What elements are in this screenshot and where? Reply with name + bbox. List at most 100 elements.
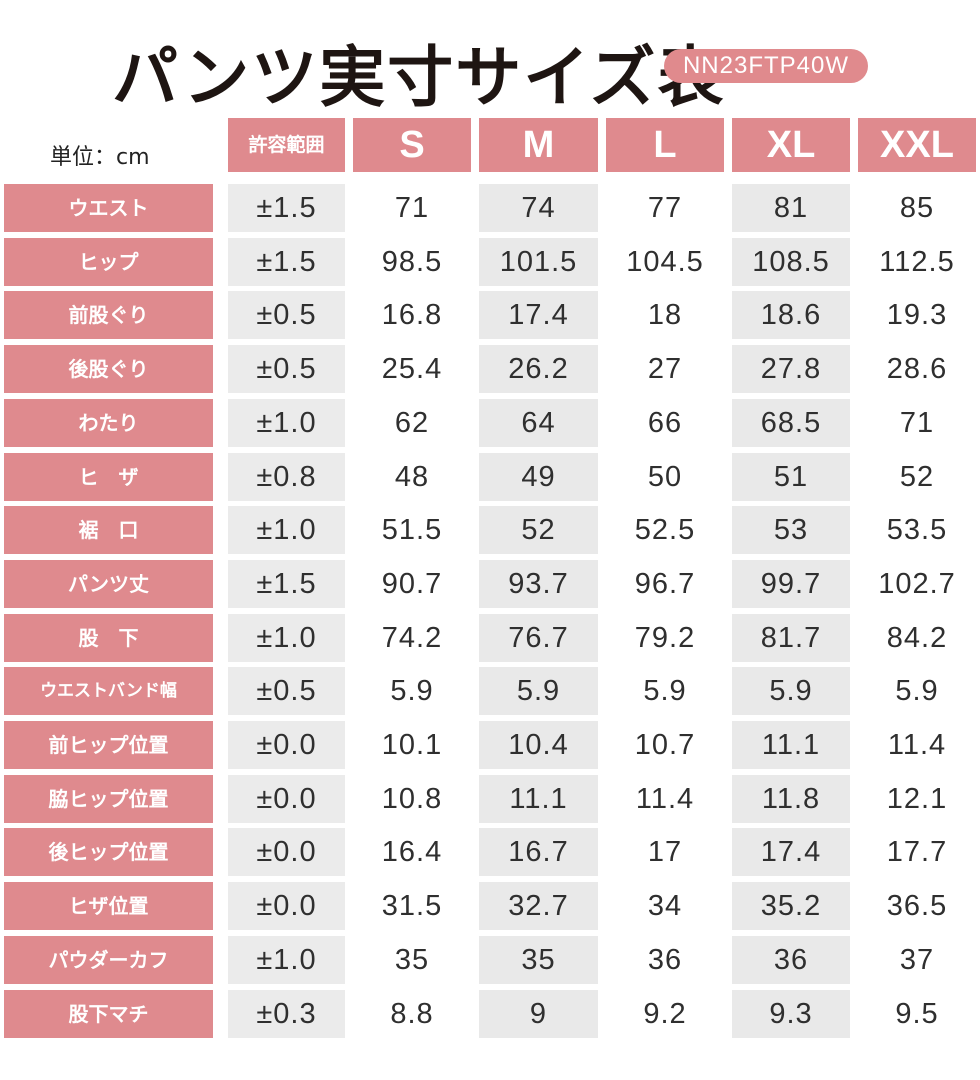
value-cell-xl: 108.5 — [732, 238, 850, 286]
value-cell-s: 74.2 — [381, 622, 443, 654]
value-cell-xl: 9.3 — [732, 990, 850, 1038]
value-cell-xl: 11.1 — [732, 721, 850, 769]
row-label: 脇ヒップ位置 — [4, 775, 213, 823]
value-cell-s: 16.8 — [381, 299, 443, 331]
table-row: 裾 口 ±1.0 51.5 52 52.5 53 53.5 — [0, 506, 980, 554]
value-cell-xxl: 28.6 — [886, 353, 948, 385]
tolerance-cell: ±0.5 — [228, 291, 345, 339]
row-label: 後股ぐり — [4, 345, 213, 393]
row-label: ウエストバンド幅 — [4, 667, 213, 715]
tolerance-cell: ±1.0 — [228, 614, 345, 662]
unit-label: 単位：cm — [50, 145, 150, 170]
value-cell-s: 8.8 — [390, 998, 434, 1030]
value-cell-l: 79.2 — [634, 622, 696, 654]
value-cell-m: 76.7 — [479, 614, 598, 662]
value-cell-xl: 81.7 — [732, 614, 850, 662]
row-label: パンツ丈 — [4, 560, 213, 608]
table-row: ヒップ ±1.5 98.5 101.5 104.5 108.5 112.5 — [0, 238, 980, 286]
value-cell-xl: 51 — [732, 453, 850, 501]
value-cell-m: 49 — [479, 453, 598, 501]
value-cell-s: 16.4 — [381, 836, 443, 868]
value-cell-xl: 81 — [732, 184, 850, 232]
header-size-xl: XL — [732, 118, 850, 172]
value-cell-xl: 35.2 — [732, 882, 850, 930]
value-cell-xl: 36 — [732, 936, 850, 984]
value-cell-l: 96.7 — [634, 568, 696, 600]
tolerance-cell: ±0.5 — [228, 345, 345, 393]
value-cell-m: 35 — [479, 936, 598, 984]
value-cell-xl: 53 — [732, 506, 850, 554]
value-cell-xxl: 19.3 — [886, 299, 948, 331]
value-cell-l: 9.2 — [643, 998, 687, 1030]
page-title: パンツ実寸サイズ表 — [112, 39, 726, 116]
table-row: ヒ ザ ±0.8 48 49 50 51 52 — [0, 453, 980, 501]
header-size-l: L — [606, 118, 724, 172]
tolerance-cell: ±1.0 — [228, 936, 345, 984]
value-cell-xl: 11.8 — [732, 775, 850, 823]
row-label: 股 下 — [4, 614, 213, 662]
value-cell-xxl: 36.5 — [886, 890, 948, 922]
value-cell-l: 50 — [647, 461, 683, 493]
value-cell-s: 25.4 — [381, 353, 443, 385]
value-cell-xxl: 17.7 — [886, 836, 948, 868]
table-row: 後股ぐり ±0.5 25.4 26.2 27 27.8 28.6 — [0, 345, 980, 393]
row-label: わたり — [4, 399, 213, 447]
value-cell-xxl: 9.5 — [895, 998, 939, 1030]
value-cell-l: 5.9 — [643, 675, 687, 707]
value-cell-m: 10.4 — [479, 721, 598, 769]
tolerance-cell: ±0.5 — [228, 667, 345, 715]
tolerance-cell: ±0.0 — [228, 882, 345, 930]
tolerance-cell: ±0.3 — [228, 990, 345, 1038]
value-cell-s: 31.5 — [381, 890, 443, 922]
row-label: ヒ ザ — [4, 453, 213, 501]
value-cell-l: 52.5 — [634, 514, 696, 546]
value-cell-xxl: 37 — [899, 944, 935, 976]
value-cell-xxl: 52 — [899, 461, 935, 493]
value-cell-xxl: 12.1 — [886, 783, 948, 815]
value-cell-m: 16.7 — [479, 828, 598, 876]
value-cell-l: 10.7 — [634, 729, 696, 761]
value-cell-l: 36 — [647, 944, 683, 976]
row-label: 前股ぐり — [4, 291, 213, 339]
header-tolerance: 許容範囲 — [228, 118, 345, 172]
tolerance-cell: ±0.0 — [228, 828, 345, 876]
value-cell-xl: 99.7 — [732, 560, 850, 608]
value-cell-m: 52 — [479, 506, 598, 554]
table-row: 前股ぐり ±0.5 16.8 17.4 18 18.6 19.3 — [0, 291, 980, 339]
title-row: パンツ実寸サイズ表 NN23FTP40W — [0, 18, 980, 118]
value-cell-s: 48 — [394, 461, 430, 493]
value-cell-s: 10.1 — [381, 729, 443, 761]
value-cell-m: 74 — [479, 184, 598, 232]
table-row: 股 下 ±1.0 74.2 76.7 79.2 81.7 84.2 — [0, 614, 980, 662]
table-row: ウエスト ±1.5 71 74 77 81 85 — [0, 184, 980, 232]
value-cell-l: 34 — [647, 890, 683, 922]
row-label: 裾 口 — [4, 506, 213, 554]
value-cell-xxl: 53.5 — [886, 514, 948, 546]
value-cell-s: 71 — [394, 192, 430, 224]
value-cell-m: 101.5 — [479, 238, 598, 286]
value-cell-m: 32.7 — [479, 882, 598, 930]
value-cell-m: 64 — [479, 399, 598, 447]
tolerance-cell: ±1.5 — [228, 560, 345, 608]
value-cell-m: 9 — [479, 990, 598, 1038]
tolerance-cell: ±1.5 — [228, 184, 345, 232]
value-cell-m: 5.9 — [479, 667, 598, 715]
tolerance-cell: ±1.0 — [228, 506, 345, 554]
value-cell-xl: 5.9 — [732, 667, 850, 715]
value-cell-s: 62 — [394, 407, 430, 439]
row-label: 後ヒップ位置 — [4, 828, 213, 876]
table-row: ウエストバンド幅 ±0.5 5.9 5.9 5.9 5.9 5.9 — [0, 667, 980, 715]
value-cell-s: 35 — [394, 944, 430, 976]
value-cell-s: 98.5 — [381, 246, 443, 278]
value-cell-l: 104.5 — [626, 246, 704, 278]
value-cell-xl: 68.5 — [732, 399, 850, 447]
tolerance-cell: ±1.5 — [228, 238, 345, 286]
value-cell-xxl: 112.5 — [879, 246, 955, 278]
table-row: 脇ヒップ位置 ±0.0 10.8 11.1 11.4 11.8 12.1 — [0, 775, 980, 823]
table-row: パンツ丈 ±1.5 90.7 93.7 96.7 99.7 102.7 — [0, 560, 980, 608]
value-cell-m: 26.2 — [479, 345, 598, 393]
table-row: 後ヒップ位置 ±0.0 16.4 16.7 17 17.4 17.7 — [0, 828, 980, 876]
value-cell-s: 10.8 — [381, 783, 443, 815]
value-cell-l: 17 — [647, 836, 683, 868]
value-cell-xxl: 71 — [899, 407, 935, 439]
